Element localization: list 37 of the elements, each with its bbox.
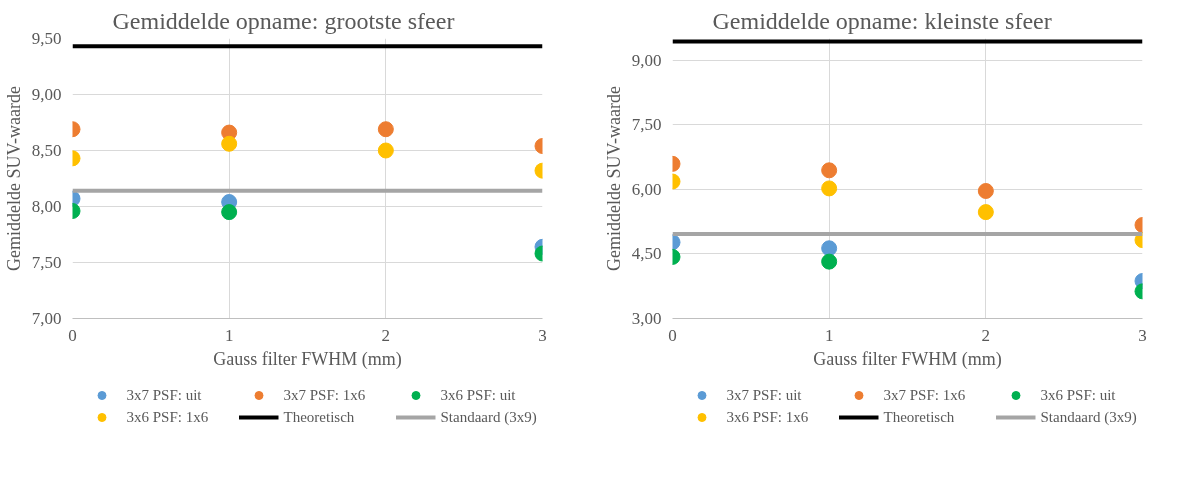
x-tick-label: 0 [68,325,77,345]
legend-label: 3x7 PSF: uit [726,386,803,404]
legend-label: 3x6 PSF: uit [1040,386,1117,404]
legend-label: 3x6 PSF: uit [440,386,517,404]
x-tick-label: 2 [381,325,391,345]
x-axis-title: Gauss filter FWHM (mm) [213,348,402,370]
y-axis-title: Gemiddelde SUV-waarde [3,86,24,271]
y-tick-label: 9,00 [31,85,62,104]
chart-title: Gemiddelde opname: kleinste sfeer [712,7,1052,34]
legend-label: Standaard (3x9) [1040,408,1138,426]
x-axis-title: Gauss filter FWHM (mm) [813,348,1002,370]
x-tick-label: 3 [538,325,547,345]
y-tick-label: 7,50 [31,253,62,272]
x-tick-label: 3 [1138,325,1147,345]
x-tick-label: 1 [824,325,834,345]
y-tick-label: 6,00 [631,179,662,199]
y-tick-label: 8,50 [31,141,62,160]
legend-label: Standaard (3x9) [440,408,538,426]
x-tick-label: 2 [981,325,991,345]
y-tick-label: 7,00 [31,309,62,328]
y-tick-label: 4,50 [631,244,662,264]
y-tick-label: 9,50 [31,29,62,48]
y-axis-title: Gemiddelde SUV-waarde [603,86,624,271]
y-tick-label: 3,00 [631,309,662,328]
legend-label: 3x7 PSF: 1x6 [283,386,367,404]
legend-label: Theoretisch [283,408,356,426]
legend-label: Theoretisch [883,408,956,426]
legend-label: 3x6 PSF: 1x6 [726,408,810,426]
x-tick-label: 1 [224,325,234,345]
y-tick-label: 7,50 [631,115,662,135]
chart-title: Gemiddelde opname: grootste sfeer [112,7,455,34]
y-tick-label: 9,00 [631,50,662,70]
x-tick-label: 0 [668,325,677,345]
y-tick-label: 8,00 [31,197,62,216]
legend-label: 3x7 PSF: uit [126,386,203,404]
legend-label: 3x6 PSF: 1x6 [126,408,210,426]
legend-label: 3x7 PSF: 1x6 [883,386,967,404]
